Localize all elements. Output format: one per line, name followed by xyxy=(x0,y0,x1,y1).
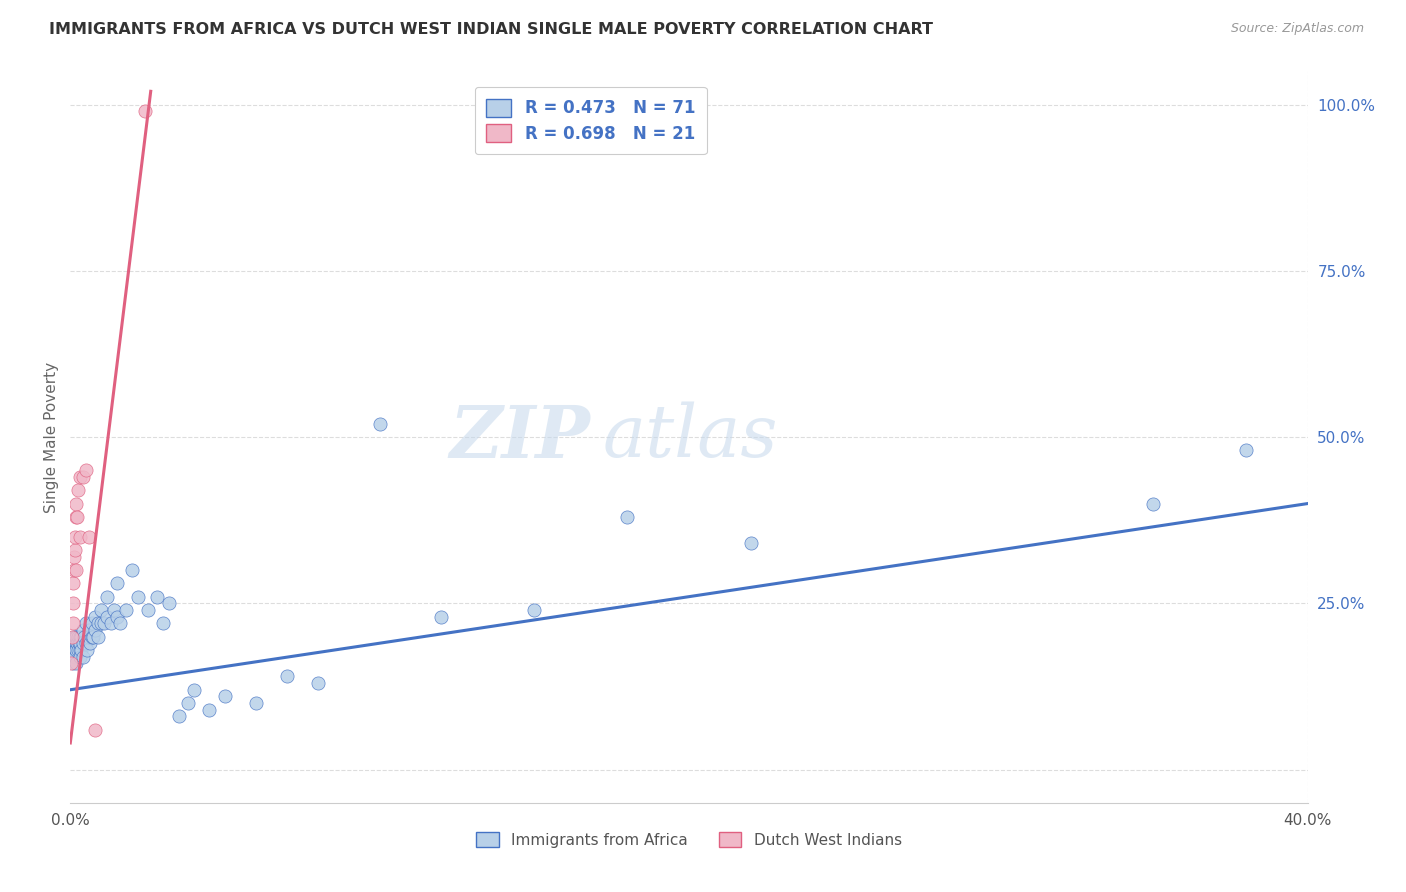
Point xyxy=(84,609,107,624)
Point xyxy=(87,630,110,644)
Point xyxy=(72,636,94,650)
Point xyxy=(105,609,128,624)
Point xyxy=(77,630,100,644)
Point xyxy=(77,623,100,637)
Point xyxy=(69,643,91,657)
Point xyxy=(65,656,87,670)
Point xyxy=(65,630,87,644)
Point xyxy=(84,723,107,737)
Point xyxy=(65,636,87,650)
Point xyxy=(146,590,169,604)
Point xyxy=(90,603,112,617)
Text: atlas: atlas xyxy=(602,401,778,473)
Point xyxy=(115,603,138,617)
Point xyxy=(67,636,90,650)
Point xyxy=(307,676,329,690)
Point xyxy=(177,696,200,710)
Point xyxy=(69,630,91,644)
Point xyxy=(96,590,118,604)
Point xyxy=(70,643,93,657)
Point xyxy=(136,603,159,617)
Point xyxy=(75,616,97,631)
Point xyxy=(87,616,110,631)
Point xyxy=(66,636,89,650)
Point xyxy=(62,656,84,670)
Point xyxy=(75,636,97,650)
Point xyxy=(66,509,89,524)
Point xyxy=(93,616,115,631)
Point xyxy=(72,623,94,637)
Point xyxy=(69,649,91,664)
Point xyxy=(62,576,84,591)
Point xyxy=(63,543,86,558)
Point xyxy=(167,709,190,723)
Point xyxy=(62,616,84,631)
Point xyxy=(183,682,205,697)
Point xyxy=(82,630,105,644)
Legend: Immigrants from Africa, Dutch West Indians: Immigrants from Africa, Dutch West India… xyxy=(470,825,908,854)
Point xyxy=(276,669,298,683)
Point xyxy=(60,643,83,657)
Point xyxy=(1142,497,1164,511)
Point xyxy=(157,596,180,610)
Point xyxy=(65,563,87,577)
Point xyxy=(740,536,762,550)
Point xyxy=(62,636,84,650)
Point xyxy=(1234,443,1257,458)
Point xyxy=(67,643,90,657)
Point xyxy=(121,563,143,577)
Point xyxy=(63,563,86,577)
Point xyxy=(76,643,98,657)
Point xyxy=(65,497,87,511)
Point xyxy=(73,630,96,644)
Point xyxy=(368,417,391,431)
Point xyxy=(69,636,91,650)
Point xyxy=(75,463,97,477)
Point xyxy=(100,616,122,631)
Point xyxy=(69,530,91,544)
Point xyxy=(430,609,453,624)
Point xyxy=(152,616,174,631)
Point xyxy=(523,603,546,617)
Point xyxy=(67,630,90,644)
Point xyxy=(77,530,100,544)
Point xyxy=(67,483,90,498)
Point xyxy=(84,623,107,637)
Point xyxy=(80,630,103,644)
Text: IMMIGRANTS FROM AFRICA VS DUTCH WEST INDIAN SINGLE MALE POVERTY CORRELATION CHAR: IMMIGRANTS FROM AFRICA VS DUTCH WEST IND… xyxy=(49,22,934,37)
Point xyxy=(62,596,84,610)
Point xyxy=(72,649,94,664)
Point xyxy=(79,636,101,650)
Point xyxy=(80,616,103,631)
Point xyxy=(616,509,638,524)
Point xyxy=(90,616,112,631)
Point xyxy=(127,590,149,604)
Point xyxy=(63,630,86,644)
Point xyxy=(198,703,221,717)
Point xyxy=(72,470,94,484)
Point xyxy=(103,603,125,617)
Point xyxy=(105,576,128,591)
Text: Source: ZipAtlas.com: Source: ZipAtlas.com xyxy=(1230,22,1364,36)
Point xyxy=(108,616,131,631)
Point xyxy=(69,470,91,484)
Point xyxy=(214,690,236,704)
Point xyxy=(65,643,87,657)
Point xyxy=(63,643,86,657)
Point xyxy=(63,649,86,664)
Text: ZIP: ZIP xyxy=(449,401,591,473)
Point xyxy=(134,104,156,119)
Point xyxy=(70,630,93,644)
Point xyxy=(96,609,118,624)
Point xyxy=(60,630,83,644)
Y-axis label: Single Male Poverty: Single Male Poverty xyxy=(44,361,59,513)
Point xyxy=(63,530,86,544)
Point xyxy=(63,549,86,564)
Point xyxy=(65,509,87,524)
Point xyxy=(62,649,84,664)
Point xyxy=(60,656,83,670)
Point xyxy=(63,630,86,644)
Point xyxy=(245,696,267,710)
